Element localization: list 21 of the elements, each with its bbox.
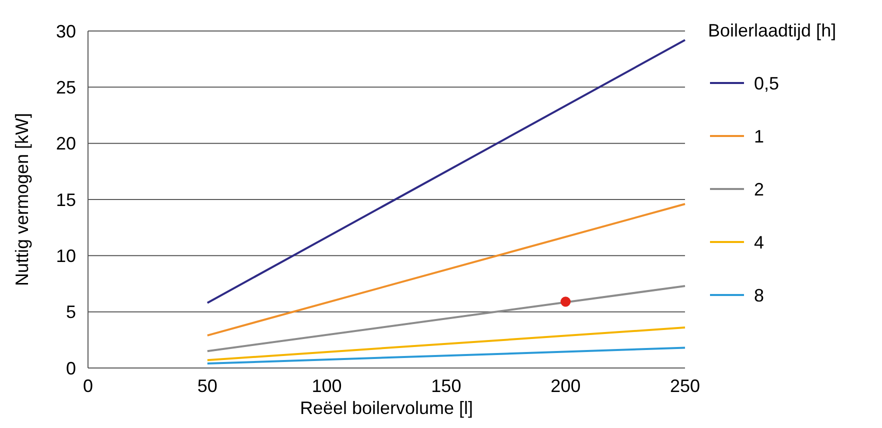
y-axis-title: Nuttig vermogen [kW] — [12, 112, 32, 286]
legend-label: 8 — [754, 285, 764, 306]
legend-label: 2 — [754, 179, 764, 200]
y-tick-label: 0 — [66, 358, 76, 378]
y-tick-label: 20 — [56, 134, 76, 154]
legend-label: 4 — [754, 232, 764, 252]
y-tick-label: 30 — [56, 21, 76, 42]
x-axis-title: Reëel boilervolume [l] — [300, 398, 474, 418]
legend-label: 0,5 — [754, 73, 780, 94]
y-tick-label: 5 — [66, 302, 76, 322]
legend-label: 1 — [754, 126, 764, 146]
y-tick-label: 10 — [56, 246, 76, 266]
x-tick-label: 250 — [670, 376, 700, 396]
x-tick-label: 150 — [431, 376, 462, 396]
x-tick-label: 0 — [82, 376, 94, 396]
y-tick-label: 15 — [56, 190, 76, 210]
legend-title: Boilerlaadtijd [h] — [708, 20, 836, 40]
y-tick-label: 25 — [56, 77, 76, 98]
x-tick-label: 200 — [550, 376, 581, 396]
x-tick-label: 50 — [197, 376, 218, 396]
x-tick-label: 100 — [312, 376, 342, 396]
